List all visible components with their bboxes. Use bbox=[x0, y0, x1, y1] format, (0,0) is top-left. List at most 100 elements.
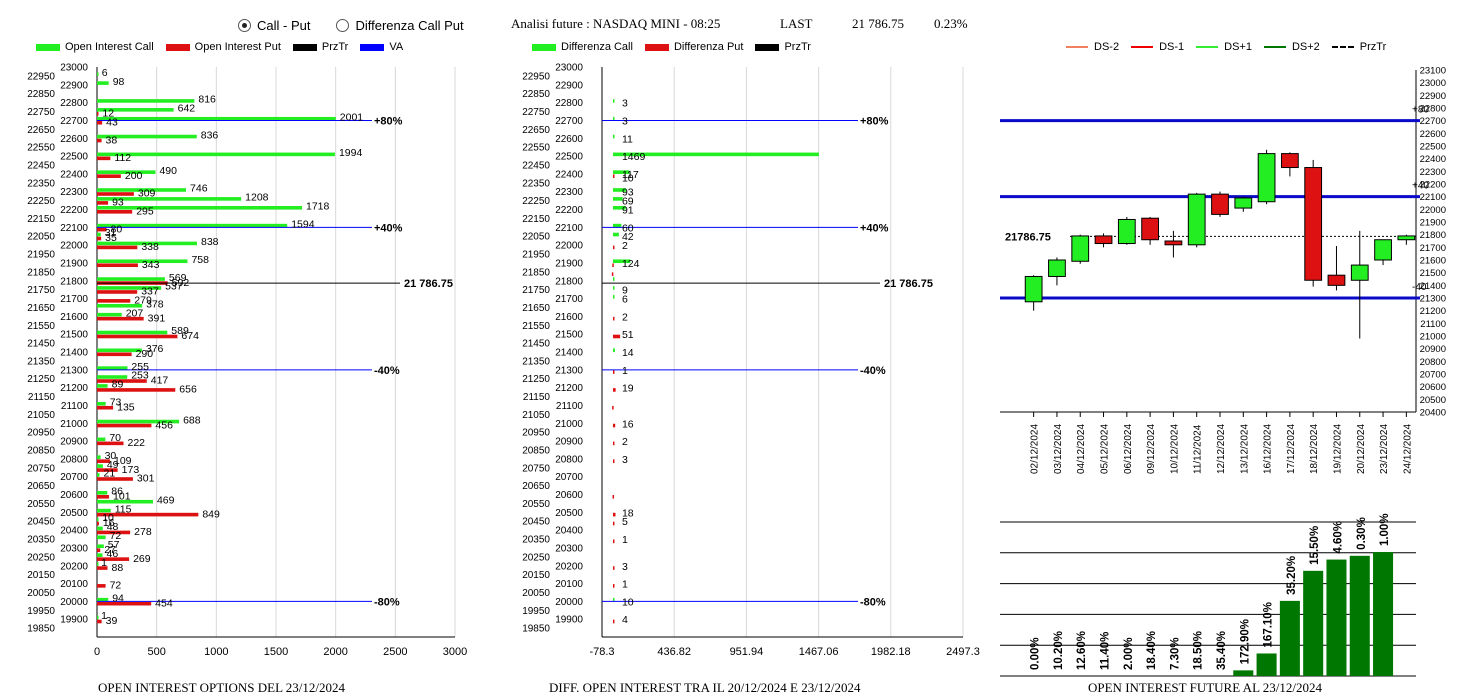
y-tick-label: 22900 bbox=[555, 80, 583, 91]
y-tick-label: 19850 bbox=[27, 624, 55, 635]
data-label: 309 bbox=[138, 188, 156, 200]
call-bar bbox=[97, 206, 303, 210]
put-bar bbox=[612, 495, 615, 499]
y-tick-label: 22000 bbox=[555, 241, 583, 252]
data-label: 38 bbox=[106, 134, 118, 146]
call-bar bbox=[612, 206, 626, 210]
header-title: Analisi future : NASDAQ MINI - 08:25 bbox=[511, 16, 721, 31]
y-tick-label: 21850 bbox=[27, 267, 55, 278]
legend-item: Open Interest Put bbox=[165, 41, 281, 53]
reference-label: +40% bbox=[860, 222, 889, 234]
y-tick-label: 21300 bbox=[60, 365, 88, 376]
call-bar bbox=[97, 526, 103, 531]
put-bar bbox=[97, 174, 121, 178]
put-bar bbox=[612, 566, 615, 570]
y-tick-label: 22700 bbox=[555, 116, 583, 127]
data-label: 89 bbox=[112, 379, 124, 391]
put-bar bbox=[97, 548, 101, 553]
data-label: 537 bbox=[165, 281, 183, 293]
radio-call-put-indicator[interactable] bbox=[238, 19, 251, 32]
y-tick-label: 19950 bbox=[522, 606, 550, 617]
call-bar bbox=[97, 277, 165, 281]
data-label: 569 bbox=[169, 272, 187, 284]
data-label: 469 bbox=[157, 494, 175, 506]
put-bar bbox=[97, 236, 102, 241]
y-tick-label: 22800 bbox=[60, 98, 88, 109]
data-label: 269 bbox=[133, 553, 151, 565]
call-bar bbox=[97, 491, 108, 495]
call-bar bbox=[612, 152, 819, 157]
x-tick-label: -78.3 bbox=[589, 646, 614, 658]
legend-label: DS-1 bbox=[1159, 41, 1185, 53]
call-bar bbox=[612, 286, 615, 290]
call-bar bbox=[97, 517, 99, 522]
bar-label: 35.20% bbox=[1286, 556, 1298, 595]
call-bar bbox=[97, 544, 104, 549]
x-tick-label: 1467.06 bbox=[799, 646, 839, 658]
data-label: 456 bbox=[155, 419, 173, 431]
y-tick-label: 21500 bbox=[60, 330, 88, 341]
y-tick-label: 21250 bbox=[522, 374, 550, 385]
put-bar bbox=[97, 468, 118, 472]
call-bar bbox=[97, 419, 180, 424]
y-tick-label: 20350 bbox=[27, 535, 55, 546]
y-tick-label: 20700 bbox=[60, 472, 88, 483]
data-label: 746 bbox=[190, 183, 208, 195]
x-tick-label: 09/12/2024 bbox=[1146, 424, 1157, 474]
y-tick-label: 22400 bbox=[60, 169, 88, 180]
data-label: 1718 bbox=[306, 201, 330, 213]
candle-body bbox=[1141, 217, 1160, 241]
data-label: 124 bbox=[622, 258, 640, 270]
radio-differenza-label: Differenza Call Put bbox=[355, 18, 464, 33]
put-bar bbox=[97, 441, 124, 446]
call-bar bbox=[612, 170, 630, 174]
put-bar bbox=[97, 156, 111, 161]
x-tick-label: 02/12/2024 bbox=[1030, 424, 1041, 474]
reference-label: 21 786.75 bbox=[404, 278, 453, 290]
diff-oi-title: DIFF. OPEN INTEREST TRA IL 20/12/2024 E … bbox=[549, 680, 861, 695]
put-bar bbox=[97, 112, 99, 116]
radio-differenza-call-put[interactable]: Differenza Call Put bbox=[336, 18, 464, 33]
data-label: 72 bbox=[110, 580, 122, 592]
data-label: 16 bbox=[622, 418, 634, 430]
put-bar bbox=[97, 459, 111, 463]
bar-label: 18.50% bbox=[1193, 631, 1205, 670]
call-bar bbox=[97, 455, 101, 459]
data-label: 200 bbox=[125, 170, 143, 182]
data-label: 60 bbox=[622, 222, 634, 234]
legend-label: PrzTr bbox=[784, 41, 811, 53]
put-bar bbox=[97, 352, 132, 357]
y-tick-label: 20750 bbox=[27, 463, 55, 474]
y-tick-label: 20350 bbox=[522, 535, 550, 546]
call-bar bbox=[612, 134, 615, 139]
call-bar bbox=[97, 553, 103, 557]
y-tick-label: 21500 bbox=[555, 330, 583, 341]
y-tick-label: 19900 bbox=[60, 615, 88, 626]
put-bar bbox=[97, 619, 102, 624]
y-tick-label: 20650 bbox=[27, 481, 55, 492]
y-tick-label: 22650 bbox=[27, 125, 55, 136]
legend-item: Differenza Call bbox=[532, 41, 633, 53]
put-bar bbox=[97, 210, 133, 214]
call-bar bbox=[97, 562, 99, 566]
y-tick-label: 20400 bbox=[1420, 408, 1446, 419]
legend-label: DS-2 bbox=[1094, 41, 1120, 53]
radio-differenza-indicator[interactable] bbox=[336, 19, 350, 32]
y-tick-label: 20400 bbox=[60, 526, 88, 537]
candle-body bbox=[1350, 264, 1369, 281]
data-label: 279 bbox=[134, 295, 152, 307]
data-label: 88 bbox=[112, 562, 124, 574]
y-tick-label: 20300 bbox=[555, 543, 583, 554]
data-label: 42 bbox=[622, 231, 634, 243]
y-tick-label: 22300 bbox=[555, 187, 583, 198]
y-tick-label: 21750 bbox=[522, 285, 550, 296]
data-label: 93 bbox=[112, 197, 124, 209]
data-label: 31 bbox=[105, 227, 117, 239]
y-tick-label: 22500 bbox=[60, 152, 88, 163]
y-tick-label: 21400 bbox=[555, 348, 583, 359]
data-label: 222 bbox=[127, 437, 145, 449]
x-tick-label: 1982.18 bbox=[871, 646, 911, 658]
radio-call-put[interactable]: Call - Put bbox=[238, 18, 310, 33]
bar-label: 172.90% bbox=[1239, 619, 1251, 664]
y-tick-label: 22600 bbox=[60, 134, 88, 145]
